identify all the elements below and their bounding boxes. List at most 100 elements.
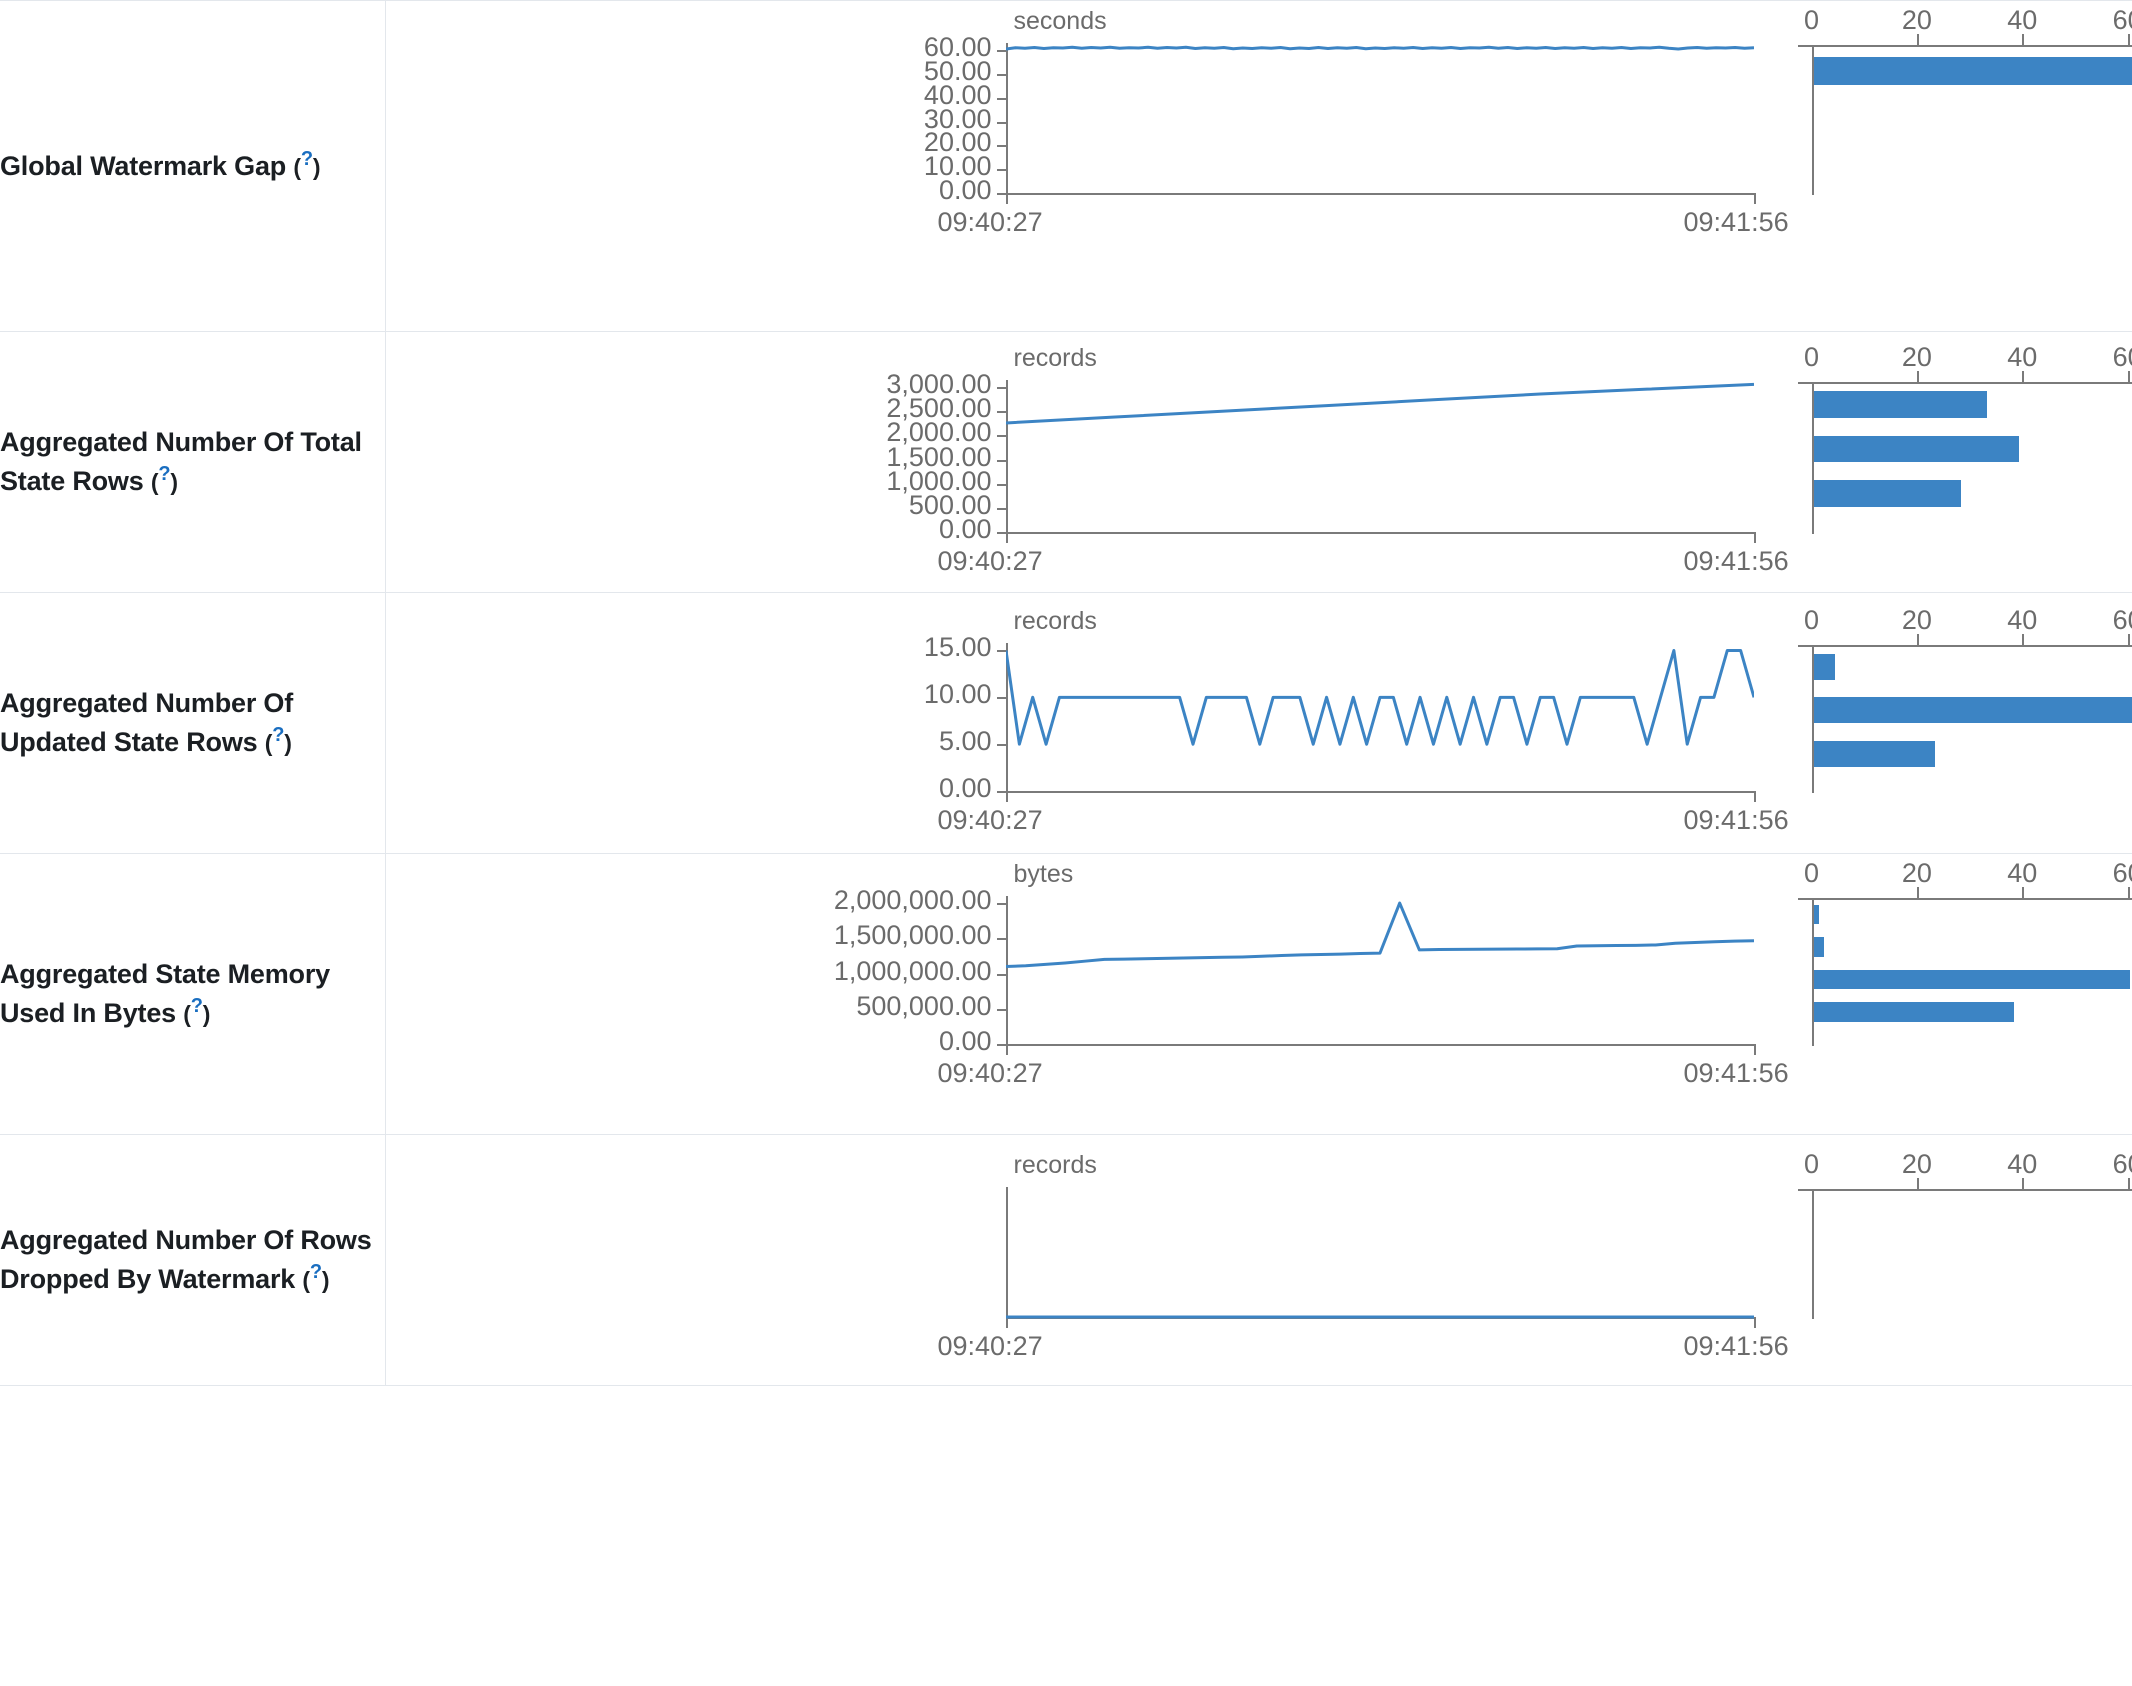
- timeline-y-tick-label: 15.00: [923, 632, 992, 663]
- histogram-x-axis: [1797, 382, 2132, 384]
- help-tooltip-icon[interactable]: ?: [158, 463, 171, 485]
- histogram-tick: [2022, 1178, 2025, 1189]
- timeline-unit-label: records: [1013, 344, 1097, 372]
- histogram-tick-label: 40: [2007, 1149, 2038, 1179]
- histogram-bar[interactable]: [1813, 57, 2132, 86]
- help-tooltip-icon[interactable]: ?: [309, 1261, 322, 1283]
- timeline-series-path: [1005, 45, 1754, 51]
- timeline-y-tick-label: 2,000.00: [886, 417, 992, 448]
- histogram-tick-label: 20: [1901, 605, 1932, 635]
- metric-charts-cell: records 0.00 500.00 1,000.00 1,500.00 2,000.0…: [385, 332, 2132, 593]
- timeline-x-tick: [1753, 1044, 1756, 1055]
- timeline-y-tick-label: 20.00: [923, 127, 992, 158]
- histogram-tick-label: 0: [1803, 858, 1820, 888]
- timeline-y-tick: [996, 903, 1006, 906]
- metric-name-text: Aggregated Number Of Total State Rows: [0, 426, 362, 496]
- timeline-chart-aggregated-number-of-total-state-rows[interactable]: records 0.00 500.00 1,000.00 1,500.00 2,000.0…: [386, 332, 1794, 592]
- timeline-y-tick: [996, 193, 1006, 195]
- timeline-y-tick: [996, 459, 1006, 462]
- timeline-y-tick-label: 30.00: [923, 103, 992, 134]
- histogram-tick-label: 20: [1901, 342, 1932, 372]
- histogram-bar[interactable]: [1813, 390, 1988, 418]
- timeline-x-axis: [1005, 532, 1754, 534]
- timeline-x-tick: [1753, 532, 1756, 543]
- histogram-bar[interactable]: [1813, 937, 1825, 957]
- histogram-chart-aggregated-number-of-total-state-rows[interactable]: 020406080100#batches: [386, 332, 2132, 592]
- timeline-x-start-label: 09:40:27: [937, 207, 1043, 237]
- help-open-paren: (: [302, 1267, 310, 1293]
- timeline-y-tick-label: 60.00: [923, 32, 992, 63]
- help-tooltip-icon[interactable]: ?: [190, 995, 203, 1017]
- metric-name-text: Global Watermark Gap: [0, 151, 294, 182]
- histogram-bar[interactable]: [1813, 904, 1819, 924]
- histogram-y-axis: [1811, 382, 1814, 534]
- timeline-y-axis: [1005, 643, 1008, 791]
- timeline-y-tick: [996, 121, 1006, 124]
- timeline-y-tick: [996, 97, 1006, 100]
- timeline-x-tick: [1753, 1317, 1756, 1328]
- histogram-tick-label: 60: [2112, 1149, 2132, 1179]
- timeline-chart-aggregated-number-of-updated-state-rows[interactable]: records 0.00 5.00 10.00 15.00 09:40:27 09:41:5…: [386, 593, 1794, 853]
- timeline-x-tick: [1753, 193, 1756, 204]
- timeline-y-tick: [996, 697, 1006, 700]
- timeline-y-tick-label: 1,000.00: [886, 465, 992, 496]
- help-tooltip-icon[interactable]: ?: [300, 148, 313, 171]
- timeline-y-tick: [996, 507, 1006, 510]
- histogram-bar[interactable]: [1813, 435, 2020, 463]
- histogram-tick-label: 40: [2007, 342, 2038, 372]
- timeline-x-tick: [1005, 532, 1008, 543]
- histogram-bar[interactable]: [1813, 1002, 2014, 1022]
- timeline-y-tick-label: 1,500,000.00: [833, 920, 992, 951]
- timeline-chart-aggregated-state-memory-used-in-bytes[interactable]: bytes 0.00 500,000.00 1,000,000.00 1,500,000…: [386, 854, 1794, 1134]
- timeline-x-axis: [1005, 791, 1754, 793]
- timeline-x-end-label: 09:41:56: [1683, 1058, 1789, 1088]
- histogram-bar[interactable]: [1813, 740, 1935, 767]
- histogram-y-axis: [1811, 645, 1814, 793]
- metric-charts-cell: bytes 0.00 500,000.00 1,000,000.00 1,500,000…: [385, 854, 2132, 1135]
- histogram-bar[interactable]: [1813, 653, 1835, 680]
- timeline-x-axis: [1005, 193, 1754, 195]
- histogram-bar[interactable]: [1813, 969, 2130, 990]
- timeline-y-tick: [996, 73, 1006, 76]
- help-tooltip-icon[interactable]: ?: [272, 724, 285, 746]
- histogram-tick: [2127, 371, 2130, 382]
- histogram-chart-aggregated-state-memory-used-in-bytes[interactable]: 020406080100#batches: [386, 854, 2132, 1134]
- timeline-y-tick-label: 0.00: [938, 175, 992, 205]
- histogram-chart-aggregated-number-of-updated-state-rows[interactable]: 020406080100#batches: [386, 593, 2132, 853]
- timeline-unit-label: records: [1013, 607, 1097, 635]
- timeline-x-end-label: 09:41:56: [1683, 207, 1789, 237]
- help-open-paren: (: [293, 154, 301, 181]
- timeline-series-path: [1005, 648, 1754, 746]
- histogram-bar[interactable]: [1813, 480, 1962, 507]
- histogram-tick: [1916, 887, 1919, 898]
- timeline-y-tick-label: 1,500.00: [886, 441, 992, 472]
- timeline-chart-global-watermark-gap[interactable]: seconds 0.00 10.00 20.00 30.00 40.00 50.00 60.0…: [386, 1, 1794, 331]
- metric-label-cell: Aggregated Number Of Rows Dropped By Wat…: [0, 1134, 386, 1386]
- charts-wrapper: seconds 0.00 10.00 20.00 30.00 40.00 50.00 60.0…: [386, 1, 2132, 331]
- histogram-tick: [2022, 34, 2025, 45]
- timeline-unit-label: bytes: [1013, 860, 1074, 888]
- timeline-x-start-label: 09:40:27: [937, 1058, 1043, 1088]
- timeline-y-tick: [996, 435, 1006, 438]
- histogram-chart-aggregated-number-of-rows-dropped-by-watermark[interactable]: 020406080100#batches: [386, 1135, 2132, 1385]
- histogram-tick-label: 20: [1901, 1149, 1932, 1179]
- timeline-chart-aggregated-number-of-rows-dropped-by-watermark[interactable]: records 09:40:27 09:41:56: [386, 1135, 1794, 1385]
- histogram-bar[interactable]: [1813, 697, 2132, 724]
- histogram-tick: [2022, 371, 2025, 382]
- timeline-y-tick: [996, 791, 1006, 793]
- help-close-paren: ): [202, 1001, 211, 1027]
- timeline-y-tick: [996, 169, 1006, 172]
- histogram-tick-label: 60: [2112, 5, 2132, 35]
- metric-name-text: Aggregated State Memory Used In Bytes: [0, 958, 330, 1028]
- histogram-chart-global-watermark-gap[interactable]: 020406080100#batches: [386, 1, 2132, 331]
- timeline-x-start-label: 09:40:27: [937, 1331, 1043, 1361]
- timeline-y-tick-label: 500,000.00: [856, 990, 992, 1021]
- help-close-paren: ): [312, 154, 321, 181]
- histogram-y-axis: [1811, 898, 1814, 1046]
- timeline-y-tick-label: 0.00: [938, 514, 992, 544]
- histogram-x-axis: [1797, 45, 2132, 47]
- histogram-tick-label: 0: [1803, 1149, 1820, 1179]
- timeline-x-end-label: 09:41:56: [1683, 546, 1789, 576]
- timeline-y-axis: [1005, 380, 1008, 532]
- histogram-tick-label: 20: [1901, 858, 1932, 888]
